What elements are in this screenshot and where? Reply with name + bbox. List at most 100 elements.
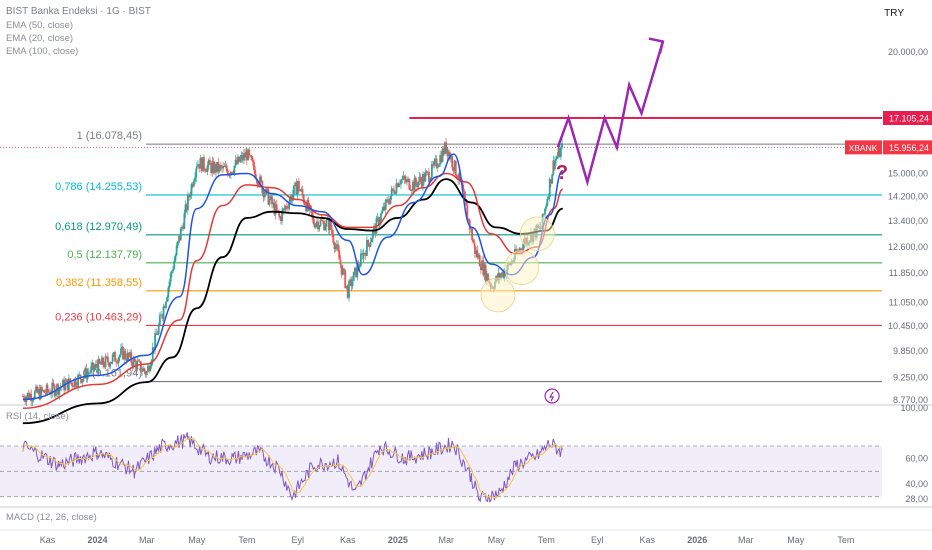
- candle-body: [414, 177, 417, 184]
- candle-body: [368, 243, 371, 247]
- candle-body: [85, 368, 88, 380]
- candle-body: [367, 240, 370, 244]
- candle-body: [288, 201, 291, 209]
- candle-body: [261, 189, 264, 194]
- candle-body: [317, 221, 319, 230]
- candle-body: [262, 189, 265, 198]
- candle-body: [442, 148, 445, 155]
- candle-body: [409, 189, 412, 191]
- candle-body: [358, 266, 361, 268]
- candle-body: [558, 148, 561, 158]
- candle-body: [151, 347, 154, 361]
- candle-body: [178, 235, 181, 241]
- candle-body: [281, 210, 283, 222]
- candle-body: [115, 361, 118, 363]
- candle-body: [68, 378, 70, 390]
- time-axis-tick: Eyl: [291, 535, 304, 545]
- candle-body: [238, 156, 241, 162]
- time-axis-tick: May: [787, 535, 805, 545]
- fib-level-label: 0,236 (10.463,29): [55, 311, 142, 323]
- candle-body: [148, 365, 151, 372]
- candle-body: [71, 382, 74, 387]
- candle-body: [272, 202, 275, 205]
- candle-body: [191, 184, 194, 187]
- time-axis-tick: Mar: [438, 535, 454, 545]
- candle-body: [401, 179, 404, 180]
- ema-50-line: [22, 172, 564, 410]
- candle-body: [324, 226, 327, 231]
- rsi-pane-label[interactable]: RSI (14, close): [6, 411, 69, 422]
- price-axis-tick: 14.200,00: [888, 192, 928, 202]
- candle-body: [469, 228, 472, 230]
- candle-body: [235, 159, 238, 164]
- candle-body: [73, 378, 76, 387]
- time-axis-tick: 2025: [388, 535, 408, 545]
- candle-body: [434, 158, 437, 161]
- fib-level-label: 0,382 (11.358,55): [56, 277, 142, 289]
- candle-body: [476, 250, 479, 258]
- candle-body: [66, 379, 69, 390]
- candle-body: [226, 170, 229, 176]
- chart-title: BIST Banka Endeksi · 1G · BIST: [6, 6, 151, 17]
- fib-level-label: 0,618 (12.970,49): [55, 221, 142, 233]
- candle-body: [172, 269, 174, 272]
- candle-body: [98, 359, 101, 364]
- time-axis-tick: Tem: [837, 535, 854, 545]
- indicator-ema-100[interactable]: EMA (100, close): [6, 46, 79, 57]
- candle-body: [451, 156, 454, 168]
- candle-body: [561, 143, 563, 148]
- candle-body: [102, 357, 105, 366]
- candle-body: [189, 195, 192, 198]
- candle-body: [128, 352, 130, 357]
- candle-body: [546, 198, 549, 206]
- candle-body: [314, 223, 317, 228]
- candle-body: [187, 195, 189, 211]
- candle-body: [388, 202, 391, 204]
- candle-body: [501, 272, 503, 276]
- candle-body: [41, 387, 43, 391]
- candle-body: [450, 156, 452, 160]
- candle-body: [402, 176, 405, 180]
- candle-body: [155, 333, 158, 335]
- candle-body: [192, 181, 195, 187]
- candle-body: [348, 281, 350, 298]
- candle-body: [408, 178, 411, 190]
- indicator-ema-20[interactable]: EMA (20, close): [6, 33, 74, 44]
- candle-body: [269, 196, 272, 200]
- candle-body: [30, 393, 33, 402]
- candle-body: [386, 199, 388, 201]
- candle-body: [446, 147, 449, 157]
- candle-body: [429, 177, 432, 181]
- price-label-text: 17.105,24: [889, 113, 929, 123]
- candle-body: [94, 364, 97, 368]
- candle-body: [254, 169, 257, 179]
- candle-body: [97, 359, 100, 373]
- price-axis-tick: 15.000,00: [888, 168, 928, 178]
- candle-body: [243, 153, 245, 161]
- candle-body: [36, 386, 39, 393]
- time-axis-tick: Tem: [538, 535, 555, 545]
- candle-body: [170, 271, 173, 274]
- candle-body: [502, 272, 505, 278]
- candle-body: [465, 199, 468, 206]
- candle-body: [26, 392, 29, 397]
- candle-body: [123, 350, 126, 360]
- macd-pane-label[interactable]: MACD (12, 26, close): [6, 512, 97, 523]
- time-axis-tick: Eyl: [591, 535, 604, 545]
- candle-body: [445, 147, 448, 152]
- candle-body: [84, 368, 87, 376]
- candle-body: [464, 191, 466, 200]
- candle-body: [447, 152, 450, 157]
- indicator-ema-50[interactable]: EMA (50, close): [6, 20, 74, 31]
- candle-body: [181, 226, 183, 229]
- candle-body: [544, 208, 546, 215]
- ema-100-line: [22, 178, 564, 425]
- candle-body: [126, 352, 129, 362]
- candle-body: [124, 350, 127, 359]
- candle-body: [89, 372, 91, 374]
- candle-body: [556, 156, 559, 159]
- candle-body: [301, 189, 304, 196]
- candle-body: [396, 183, 399, 188]
- candle-body: [303, 202, 306, 206]
